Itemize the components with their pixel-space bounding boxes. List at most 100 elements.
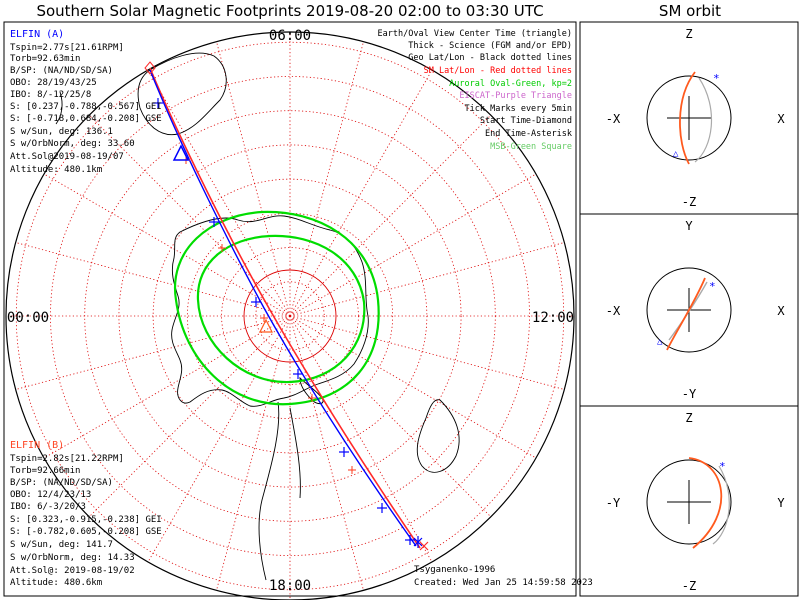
auroral-oval	[173, 210, 380, 406]
info-line: S: [-0.718,0.684,-0.208] GSE	[10, 114, 162, 124]
sm-longitude-line	[289, 69, 433, 317]
orbit-axis-label-bottom: -Z	[682, 579, 696, 593]
legend-item: Start Time-Diamond	[480, 116, 572, 126]
orbit-end-marker: *	[713, 72, 720, 85]
elfin-b-info: ELFIN (B) Tspin=2.82s[21.22RPM] Torb=92.…	[10, 440, 162, 588]
orbit-axis-label-bottom: -Y	[682, 387, 697, 401]
orbit-axis-label-bottom: -Z	[682, 195, 696, 209]
legend-item: Thick - Science (FGM and/or EPD)	[408, 41, 572, 51]
sm-longitude-line	[289, 242, 565, 317]
info-line: S: [0.237,-0.788,-0.567] GEI	[10, 102, 162, 112]
info-line: Altitude: 480.1km	[10, 165, 102, 175]
orbit-earth-circle	[646, 75, 732, 161]
sm-longitude-line	[43, 315, 291, 459]
info-line: IBO: 6/-3/20/3	[10, 502, 86, 512]
view-center-triangle-b	[259, 318, 273, 333]
page-title: Southern Solar Magnetic Footprints 2019-…	[36, 2, 544, 20]
sm-longitude-line	[289, 41, 364, 317]
sm-latitude-circle	[50, 76, 530, 556]
sm-latitude-circle	[118, 144, 462, 488]
info-line: B/SP: (NA/ND/SD/SA)	[10, 66, 113, 76]
model-credit: Tsyganenko-1996	[414, 565, 495, 575]
elfin-a-label: ELFIN (A)	[10, 29, 64, 40]
info-line: Att.Sol@2019-08-19/07	[10, 152, 124, 162]
info-line: Torb=92.66min	[10, 466, 80, 476]
orbit-axis-label-right: Y	[777, 496, 785, 510]
orbit-frame	[579, 21, 799, 597]
sm-longitude-line	[289, 315, 565, 390]
orbit-start-marker: △	[657, 337, 663, 347]
sm-longitude-line	[88, 315, 291, 518]
end-asterisk	[413, 536, 423, 548]
sm-latitude-circle	[255, 281, 325, 351]
created-timestamp: Created: Wed Jan 25 14:59:58 2023	[414, 578, 593, 588]
info-line: S w/Sun, deg: 136.1	[10, 127, 113, 137]
legend-item: Auroral Oval-Green, kp=2	[449, 79, 572, 89]
info-line: OBO: 28/19/43/25	[10, 78, 97, 88]
info-line: Tspin=2.77s[21.61RPM]	[10, 43, 124, 53]
legend-item: End Time-Asterisk	[485, 129, 572, 139]
sm-longitude-line	[15, 242, 291, 317]
map-frame	[3, 21, 577, 597]
sm-longitude-line	[15, 315, 291, 390]
clock-label-left: 00:00	[7, 310, 49, 326]
sm-longitude-line	[88, 114, 291, 317]
orbit-arc-gray	[694, 77, 713, 163]
legend-item: Tick Marks every 5min	[465, 104, 572, 114]
info-line: S w/OrbNorm, deg: 33.60	[10, 139, 135, 149]
sm-longitude-line	[216, 315, 291, 591]
legend-item: MSB-Green Square	[490, 142, 572, 152]
start-diamond	[144, 61, 156, 75]
pole-circle	[243, 269, 337, 363]
orbit-arc-gray	[712, 465, 730, 545]
info-line: Tspin=2.82s[21.22RPM]	[10, 454, 124, 464]
clock-label-right: 12:00	[532, 310, 574, 326]
footprint-tracks	[144, 61, 429, 551]
info-line: S: [0.323,-0.915,-0.238] GEI	[10, 515, 162, 525]
info-line: S w/Sun, deg: 141.7	[10, 540, 113, 550]
polar-plot: 06:00 00:00 12:00 18:00	[5, 28, 575, 600]
orbit-axis-label-top: Z	[685, 27, 692, 41]
orbit-earth-circle	[646, 459, 732, 545]
legend-item: SM Lat/Lon - Red dotted lines	[424, 66, 572, 76]
sm-longitude-line	[147, 315, 291, 563]
info-line: Torb=92.63min	[10, 54, 80, 64]
sm-longitude-line	[289, 315, 364, 591]
orbit-axis-label-right: X	[777, 304, 785, 318]
africa-coastline	[416, 399, 460, 473]
sm-longitude-line	[289, 114, 492, 317]
orbit-axis-label-left: -Y	[606, 496, 621, 510]
legend-item: EISCAT-Purple Triangle	[459, 91, 572, 101]
orbit-panel-title: SM orbit	[658, 2, 722, 20]
clock-label-bottom: 18:00	[269, 578, 311, 594]
south-america-coastline	[258, 401, 301, 581]
sm-longitude-line	[289, 315, 537, 459]
legend-item: Geo Lat/Lon - Black dotted lines	[408, 53, 572, 63]
orbit-panels: Z -Z -X X * △ Y -Y -X X * △ Z -Z -Y Y *	[606, 27, 786, 593]
auroral-oval-outer	[173, 210, 380, 406]
sm-longitude-line	[289, 315, 492, 518]
orbit-axis-label-left: -X	[606, 112, 621, 126]
elfin-b-track	[149, 67, 421, 549]
new-zealand-coastline	[55, 91, 63, 125]
orbit-arc-orange	[679, 71, 696, 165]
sm-longitude-line	[147, 69, 291, 317]
australia-coastline	[137, 52, 227, 136]
orbit-start-marker: △	[673, 149, 679, 159]
orbit-axis-label-right: X	[777, 112, 785, 126]
orbit-end-marker: *	[719, 460, 726, 473]
info-line: IBO: 8/-12/25/8	[10, 90, 91, 100]
info-line: S: [-0.782,0.605,-0.208] GSE	[10, 527, 162, 537]
elfin-a-info: ELFIN (A) Tspin=2.77s[21.61RPM] Torb=92.…	[10, 29, 162, 175]
sm-longitude-line	[43, 173, 291, 317]
credit: Tsyganenko-1996 Created: Wed Jan 25 14:5…	[414, 565, 593, 588]
sm-longitude-line	[289, 173, 537, 317]
sm-longitude-line	[216, 41, 291, 317]
elfin-b-label: ELFIN (B)	[10, 440, 64, 451]
info-line: OBO: 12/4/23/13	[10, 490, 91, 500]
orbit-end-marker: *	[709, 280, 716, 293]
info-line: S w/OrbNorm, deg: 14.33	[10, 553, 135, 563]
plot-boundary	[5, 31, 575, 600]
orbit-arc-orange	[666, 277, 706, 351]
legend: Earth/Oval View Center Time (triangle) T…	[378, 29, 572, 152]
